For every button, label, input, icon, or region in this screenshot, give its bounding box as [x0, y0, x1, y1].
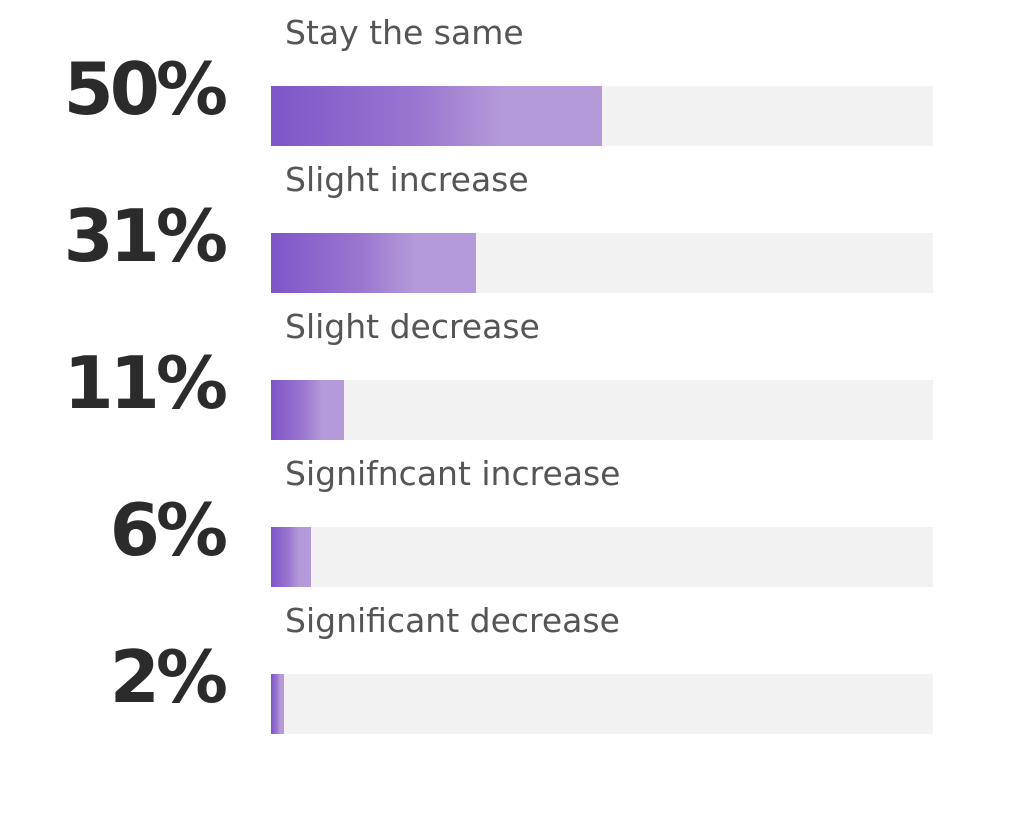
- value-label: 6%: [109, 488, 228, 572]
- bar-row: 11% Slight decrease: [0, 292, 1024, 440]
- bar-track: [271, 527, 933, 587]
- category-label: Significant decrease: [285, 601, 620, 640]
- bar-fill: [271, 233, 477, 293]
- bar-track: [271, 380, 933, 440]
- bar-row: 31% Slight increase: [0, 145, 1024, 293]
- bar-fill: [271, 380, 344, 440]
- value-label: 11%: [63, 341, 228, 425]
- category-label: Stay the same: [285, 13, 524, 52]
- bar-fill: [271, 86, 602, 146]
- bar-row: 2% Significant decrease: [0, 586, 1024, 734]
- bar-track: [271, 674, 933, 734]
- value-label: 2%: [109, 635, 228, 719]
- category-label: Slight decrease: [285, 307, 540, 346]
- bar-row: 6% Signifncant increase: [0, 439, 1024, 587]
- bar-track: [271, 86, 933, 146]
- bar-fill: [271, 527, 311, 587]
- bar-track: [271, 233, 933, 293]
- value-label: 50%: [63, 47, 228, 131]
- bar-fill: [271, 674, 285, 734]
- value-label: 31%: [63, 194, 228, 278]
- category-label: Signifncant increase: [285, 454, 621, 493]
- bar-row: 50% Stay the same: [0, 0, 1024, 146]
- category-label: Slight increase: [285, 160, 529, 199]
